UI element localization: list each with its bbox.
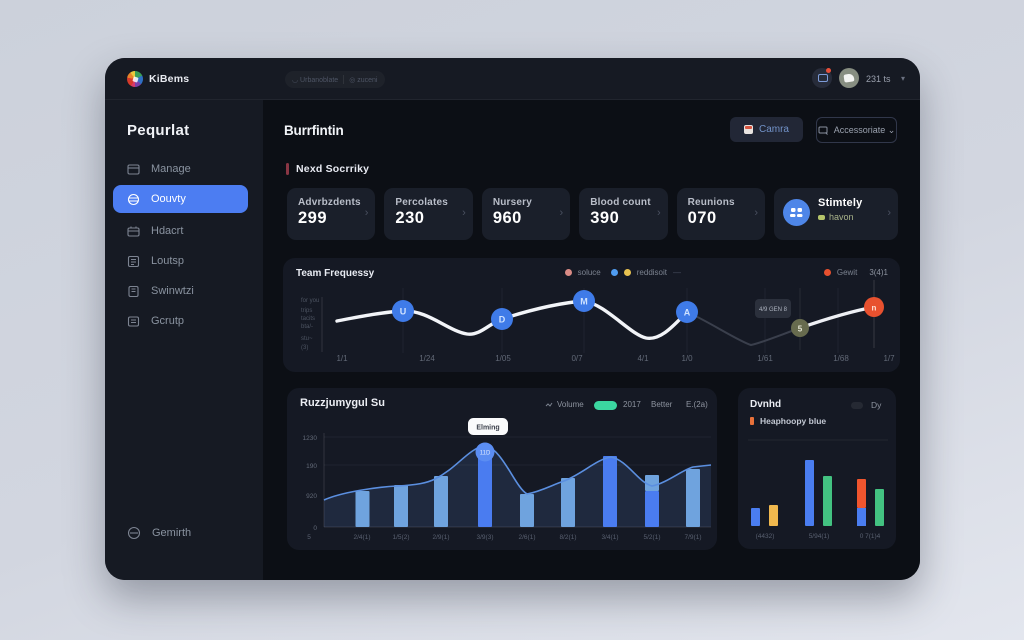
svg-text:4/1: 4/1	[637, 354, 649, 363]
svg-text:3/4(1): 3/4(1)	[602, 534, 619, 541]
svg-text:A: A	[684, 308, 691, 318]
svg-text:(4432): (4432)	[756, 533, 775, 540]
svg-text:D: D	[499, 315, 506, 325]
svg-text:for you: for you	[301, 298, 319, 304]
svg-text:8/2(1): 8/2(1)	[560, 534, 577, 541]
svg-text:U: U	[400, 307, 407, 317]
svg-text:M: M	[580, 297, 588, 307]
svg-text:Elming: Elming	[476, 425, 499, 432]
svg-text:1230: 1230	[303, 435, 318, 442]
svg-text:5: 5	[307, 534, 311, 541]
svg-text:0 7(1)4: 0 7(1)4	[860, 533, 881, 540]
svg-text:7/9(1): 7/9(1)	[685, 534, 702, 541]
svg-text:1/61: 1/61	[757, 354, 773, 363]
svg-text:1/1: 1/1	[336, 354, 348, 363]
svg-text:1/5(2): 1/5(2)	[393, 534, 410, 541]
svg-text:stu~: stu~	[301, 336, 313, 342]
svg-text:n: n	[872, 304, 877, 313]
svg-text:1/68: 1/68	[833, 354, 849, 363]
svg-text:1/05: 1/05	[495, 354, 511, 363]
svg-text:bta/-: bta/-	[301, 324, 313, 330]
svg-text:190: 190	[306, 463, 317, 470]
svg-text:11D: 11D	[480, 451, 491, 457]
svg-text:tacits: tacits	[301, 316, 315, 322]
svg-text:1/0: 1/0	[681, 354, 693, 363]
svg-text:920: 920	[306, 493, 317, 500]
svg-text:(3): (3)	[301, 345, 308, 351]
svg-text:0: 0	[313, 525, 317, 532]
svg-text:2/9(1): 2/9(1)	[433, 534, 450, 541]
svg-text:3/9(3): 3/9(3)	[477, 534, 494, 541]
svg-text:1/7: 1/7	[883, 354, 895, 363]
svg-text:5: 5	[798, 325, 803, 334]
svg-text:2/6(1): 2/6(1)	[519, 534, 536, 541]
svg-text:0/7: 0/7	[571, 354, 583, 363]
svg-text:2/4(1): 2/4(1)	[354, 534, 371, 541]
svg-text:1/24: 1/24	[419, 354, 435, 363]
svg-text:4/9 GEN 8: 4/9 GEN 8	[759, 307, 788, 313]
svg-text:trips: trips	[301, 308, 312, 314]
svg-text:5/94(1): 5/94(1)	[809, 533, 830, 540]
svg-text:5/2(1): 5/2(1)	[644, 534, 661, 541]
